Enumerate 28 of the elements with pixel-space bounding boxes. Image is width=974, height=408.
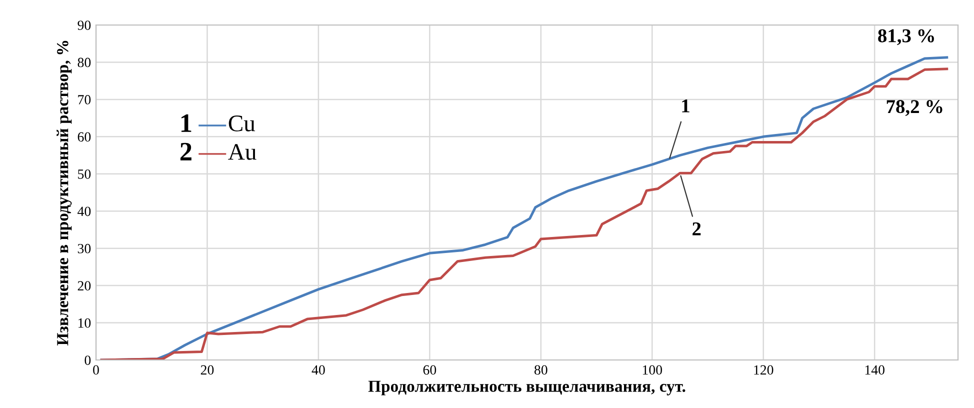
- y-tick-label: 60: [78, 132, 91, 142]
- x-tick-label: 100: [642, 365, 662, 375]
- annotation: 2: [692, 222, 701, 236]
- x-tick-label: 60: [423, 365, 436, 375]
- x-tick-label: 20: [200, 365, 214, 375]
- x-tick-label: 40: [312, 365, 325, 375]
- y-tick-label: 0: [84, 356, 91, 365]
- x-tick-label: 120: [754, 365, 774, 375]
- x-tick-label: 80: [534, 365, 548, 375]
- y-tick-label: 20: [78, 281, 91, 291]
- annotation: 78,2 %: [886, 100, 942, 116]
- legend-label: Cu: [228, 116, 256, 132]
- y-axis-title: Извлечение в продуктивный раствор, %: [56, 40, 72, 346]
- y-tick-label: 50: [78, 169, 91, 179]
- annotation: 1: [181, 114, 192, 132]
- x-tick-label: 140: [865, 365, 884, 375]
- y-tick-label: 10: [78, 318, 91, 328]
- x-tick-label: 0: [93, 365, 99, 375]
- x-axis-title: Продолжительность выщелачивания, сут.: [368, 380, 686, 396]
- annotation: 81,3 %: [878, 29, 934, 46]
- annotation: 2: [180, 142, 192, 160]
- y-tick-label: 90: [78, 20, 91, 30]
- legend-label: Au: [228, 144, 256, 160]
- annotation: 1: [682, 99, 690, 112]
- y-tick-label: 70: [78, 95, 91, 104]
- y-tick-label: 80: [78, 58, 91, 68]
- y-tick-label: 30: [78, 244, 91, 254]
- y-tick-label: 40: [78, 206, 91, 216]
